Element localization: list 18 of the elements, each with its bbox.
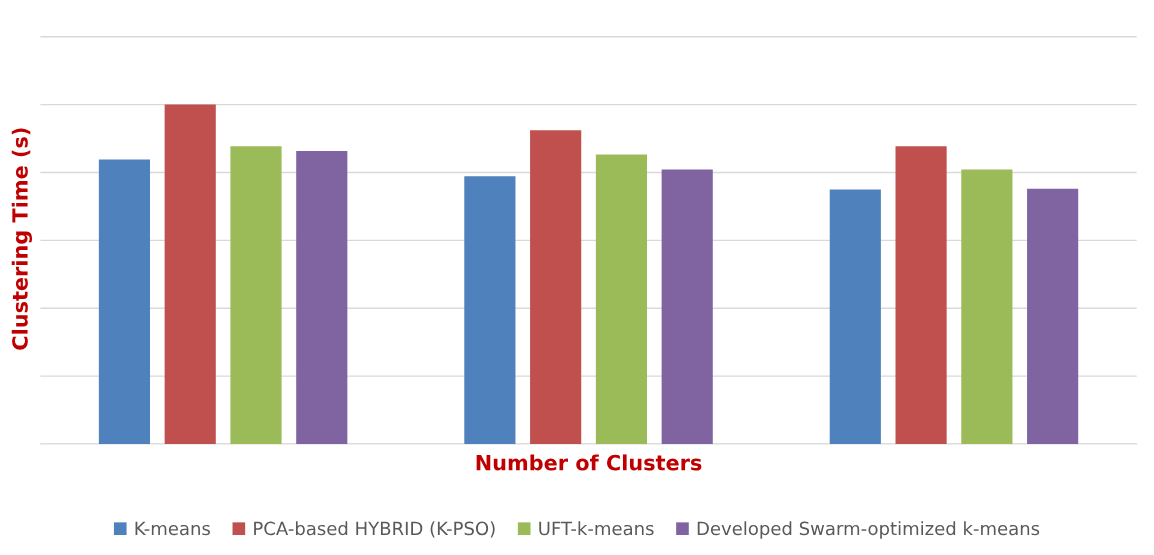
bar xyxy=(1027,188,1079,444)
bar xyxy=(661,169,713,444)
bar xyxy=(230,146,282,444)
bar xyxy=(829,189,881,444)
bar xyxy=(164,104,216,444)
bar xyxy=(464,176,516,444)
bar xyxy=(530,130,582,444)
legend-label: PCA-based HYBRID (K-PSO) xyxy=(254,521,495,538)
bar xyxy=(296,151,348,444)
legend-label: UFT-k-means xyxy=(539,521,654,536)
bar xyxy=(895,146,947,444)
bar xyxy=(961,169,1013,444)
legend-label: K-means xyxy=(135,521,210,536)
x-axis-title: Number of Clusters xyxy=(476,454,702,471)
y-axis-title: Clustering Time (s) xyxy=(11,128,33,350)
bar xyxy=(595,154,648,444)
bar xyxy=(98,159,151,444)
legend-label: Developed Swarm-optimized k-means xyxy=(697,521,1040,539)
